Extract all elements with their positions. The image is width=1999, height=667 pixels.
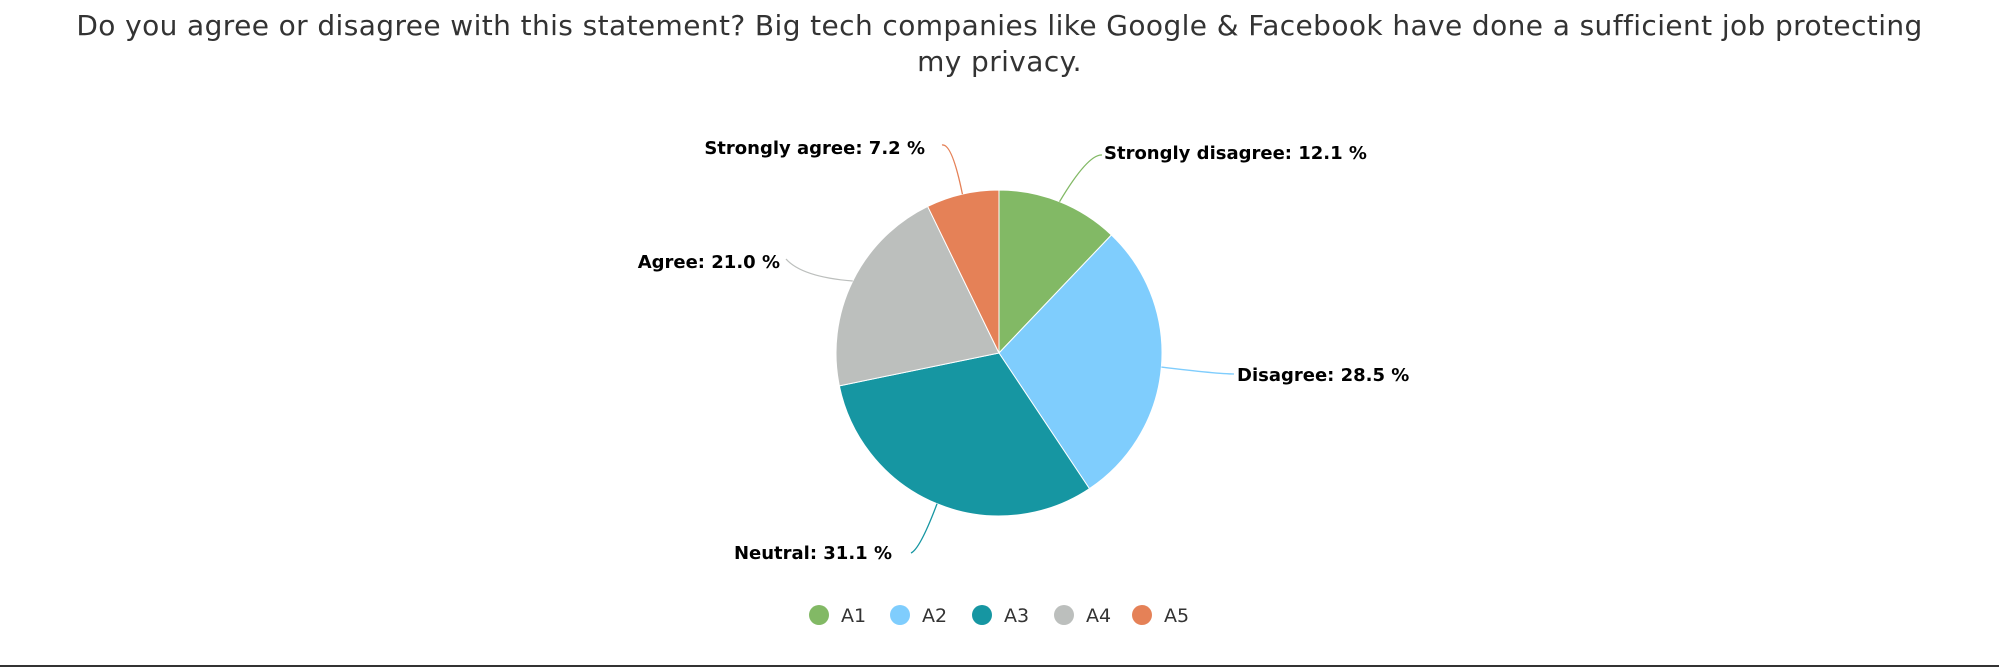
data-label-a2: Disagree: 28.5 % bbox=[1237, 365, 1409, 386]
connector-a4 bbox=[785, 258, 853, 282]
data-label-a3: Neutral: 31.1 % bbox=[734, 543, 892, 564]
chart-title: Do you agree or disagree with this state… bbox=[76, 9, 1923, 78]
legend-label-a4[interactable]: A4 bbox=[1086, 605, 1111, 627]
pie-slice-a5[interactable] bbox=[927, 189, 1000, 354]
legend-marker-a2[interactable] bbox=[890, 605, 910, 625]
legend-label-a5[interactable]: A5 bbox=[1164, 605, 1189, 627]
data-label-a5: Strongly agree: 7.2 % bbox=[704, 138, 925, 159]
legend-label-a3[interactable]: A3 bbox=[1004, 605, 1029, 627]
legend-marker-a4[interactable] bbox=[1054, 605, 1074, 625]
legend-marker-a5[interactable] bbox=[1132, 605, 1152, 625]
connector-a5 bbox=[941, 144, 964, 195]
legend-label-a2[interactable]: A2 bbox=[922, 605, 947, 627]
pie-labels: Strongly disagree: 12.1 % Disagree: 28.5 … bbox=[638, 138, 1410, 564]
legend: A1 A2 A3 A4 A5 bbox=[809, 605, 1189, 627]
legend-marker-a1[interactable] bbox=[809, 605, 829, 625]
data-label-a4: Agree: 21.0 % bbox=[638, 252, 780, 273]
pie-connectors bbox=[785, 144, 1235, 554]
connector-a1 bbox=[1058, 154, 1103, 202]
pie-slice-a4[interactable] bbox=[835, 205, 1000, 387]
bottom-border bbox=[0, 665, 1999, 667]
legend-label-a1[interactable]: A1 bbox=[841, 605, 866, 627]
connector-a3 bbox=[910, 503, 938, 554]
data-label-a1: Strongly disagree: 12.1 % bbox=[1104, 143, 1367, 164]
legend-marker-a3[interactable] bbox=[972, 605, 992, 625]
connector-a2 bbox=[1161, 366, 1235, 375]
pie-slices bbox=[835, 189, 1163, 517]
